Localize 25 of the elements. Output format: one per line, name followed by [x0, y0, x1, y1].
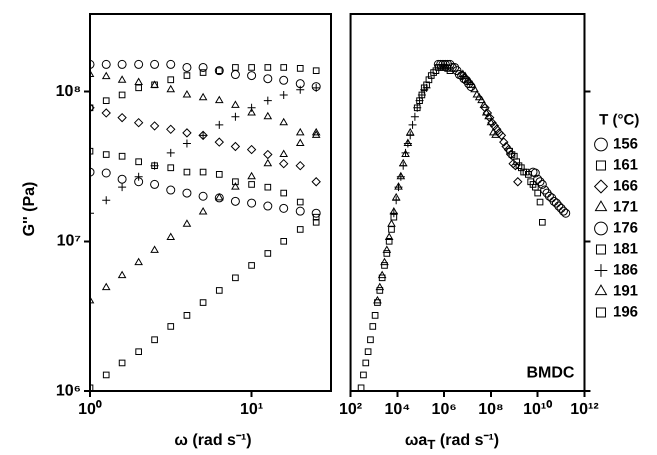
legend-label: 176: [612, 220, 638, 237]
y-tick-label: 10⁸: [56, 83, 81, 100]
y-axis-title: G'' (Pa): [21, 180, 39, 238]
legend-label: 156: [612, 136, 638, 153]
legend-label: 196: [612, 304, 638, 321]
x-tick-label: 10⁸: [478, 401, 504, 418]
x-axis-title: ω (rad s⁻¹): [173, 431, 253, 450]
x-tick-label: 10¹: [240, 401, 264, 418]
legend-label: 166: [612, 178, 638, 195]
x-tick-label: 10¹⁰: [523, 400, 552, 418]
legend-label: 161: [612, 156, 638, 174]
y-tick-label: 10⁷: [56, 232, 81, 250]
x-tick-label: 10¹²: [570, 401, 599, 418]
legend-label: 181: [612, 240, 638, 258]
x-axis-title: ωa$_{T}$ (rad s⁻¹): [404, 431, 500, 452]
legend-label: 171: [612, 198, 638, 216]
x-tick-label: 10⁰: [78, 400, 102, 418]
legend-title: T (°C): [599, 112, 640, 129]
legend-label: 191: [612, 282, 638, 300]
x-tick-label: 10⁴: [384, 401, 410, 418]
x-tick-label: 10²: [339, 401, 362, 418]
legend-label: 186: [612, 262, 638, 279]
annotation: BMDC: [526, 364, 575, 382]
y-tick-label: 10⁶: [56, 382, 81, 400]
x-tick-label: 10⁶: [432, 401, 457, 418]
